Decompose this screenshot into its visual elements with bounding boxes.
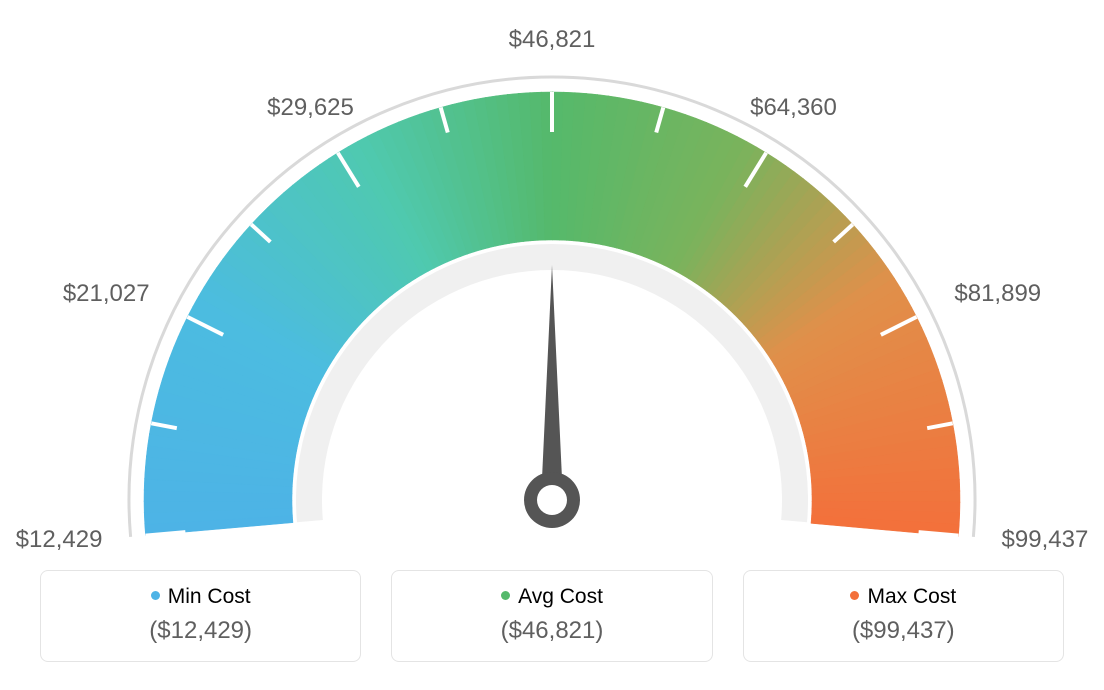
legend-title-avg: Avg Cost	[402, 585, 701, 609]
legend-title-min-text: Min Cost	[168, 585, 251, 608]
gauge-tick-label: $12,429	[16, 526, 103, 554]
gauge-svg	[0, 0, 1104, 560]
legend-card-avg: Avg Cost ($46,821)	[391, 570, 712, 662]
legend-title-avg-text: Avg Cost	[518, 585, 603, 608]
cost-gauge: $12,429 $21,027 $29,625 $46,821 $64,360 $81,8…	[0, 0, 1104, 560]
legend-row: Min Cost ($12,429) Avg Cost ($46,821) Ma…	[0, 570, 1104, 662]
gauge-tick-label: $29,625	[267, 94, 354, 122]
legend-card-min: Min Cost ($12,429)	[40, 570, 361, 662]
legend-value-avg: ($46,821)	[402, 617, 701, 645]
gauge-tick-label: $46,821	[509, 26, 596, 54]
legend-value-max: ($99,437)	[754, 617, 1053, 645]
dot-icon	[501, 591, 510, 600]
gauge-tick-label: $21,027	[63, 280, 150, 308]
legend-value-min: ($12,429)	[51, 617, 350, 645]
dot-icon	[151, 591, 160, 600]
gauge-tick-label: $81,899	[954, 280, 1041, 308]
needle-hub-hole	[537, 485, 567, 515]
gauge-tick-label: $99,437	[1002, 526, 1089, 554]
legend-title-min: Min Cost	[51, 585, 350, 609]
gauge-tick-label: $64,360	[750, 94, 837, 122]
legend-title-max: Max Cost	[754, 585, 1053, 609]
legend-card-max: Max Cost ($99,437)	[743, 570, 1064, 662]
needle	[541, 265, 563, 500]
dot-icon	[850, 591, 859, 600]
legend-title-max-text: Max Cost	[867, 585, 956, 608]
